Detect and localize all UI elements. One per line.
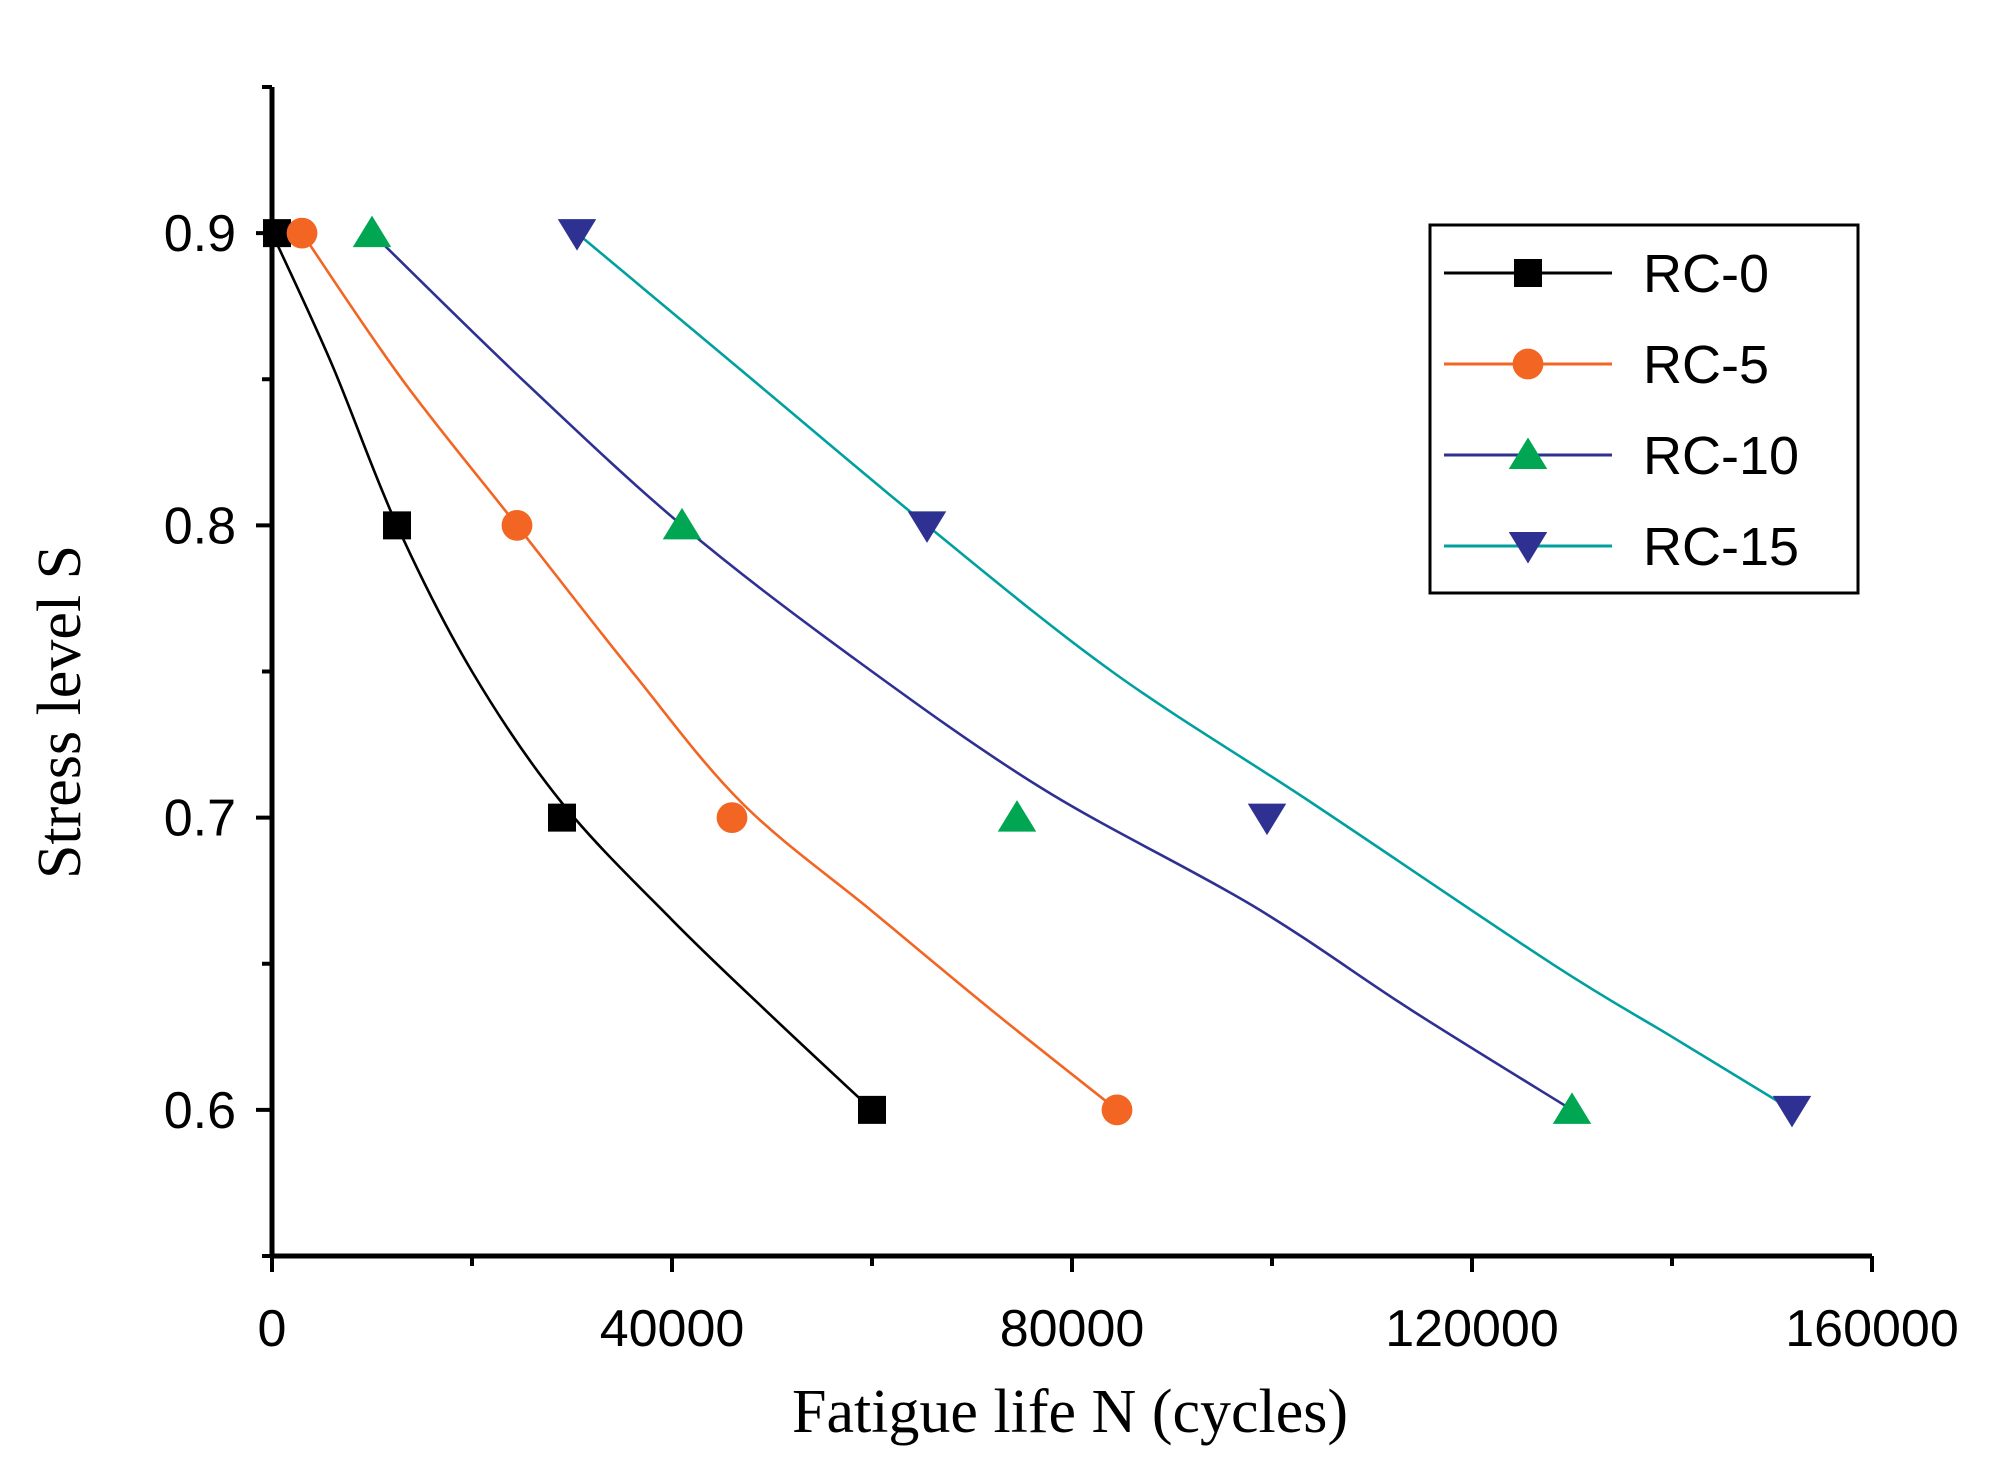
data-point-rc-15-1 [907,511,947,543]
y-tick-label: 0.9 [164,205,236,263]
data-point-rc-0-3 [858,1095,886,1124]
y-tick-label: 0.6 [164,1082,236,1140]
x-axis-ticks: 0 40000 80000 120000 160000 [258,1256,1959,1358]
y-tick-label: 0.7 [164,790,236,848]
data-point-rc-10-3 [1552,1092,1592,1124]
legend-marker-rc-15 [1508,532,1548,564]
data-point-rc-5-2 [716,802,748,834]
legend-marker-rc-0 [1514,259,1542,287]
legend: RC-0 RC-5 RC-10 RC-15 [1428,223,1860,595]
legend-marker-rc-10 [1508,437,1548,469]
x-tick-label: 40000 [600,1300,745,1358]
data-point-rc-10-2 [997,800,1037,832]
series-line-rc-5 [300,232,1118,1111]
legend-marker-rc-5 [1512,348,1544,380]
x-tick-label: 80000 [1000,1300,1145,1358]
data-point-rc-0-1 [383,511,411,540]
legend-label-rc-5: RC-5 [1643,335,1769,395]
data-point-rc-5-3 [1101,1094,1133,1126]
series-line-rc-0 [270,232,873,1111]
data-point-rc-5-0 [286,217,318,249]
series-line-rc-15 [576,232,1793,1112]
y-axis-ticks: 0.6 0.7 0.8 0.9 [164,85,272,1258]
y-tick-label: 0.8 [164,497,236,555]
legend-label-rc-0: RC-0 [1643,244,1769,304]
data-point-rc-0-2 [548,803,576,832]
x-tick-label: 160000 [1785,1300,1959,1358]
plot-markers [263,215,1812,1128]
x-tick-label: 0 [258,1300,287,1358]
y-axis-title: Stress level S [26,545,94,879]
data-point-rc-10-0 [352,215,392,248]
data-point-rc-15-2 [1247,803,1287,836]
plot-lines [270,232,1793,1112]
legend-label-rc-10: RC-10 [1643,426,1799,486]
data-point-rc-15-0 [557,219,597,251]
legend-box [1428,223,1860,595]
data-point-rc-15-3 [1772,1095,1812,1128]
legend-label-rc-15: RC-15 [1643,517,1799,577]
data-point-rc-10-1 [662,507,702,540]
x-tick-label: 120000 [1385,1300,1559,1358]
series-line-rc-10 [371,232,1573,1112]
data-point-rc-5-1 [501,509,533,541]
x-axis-title: Fatigue life N (cycles) [792,1378,1348,1446]
